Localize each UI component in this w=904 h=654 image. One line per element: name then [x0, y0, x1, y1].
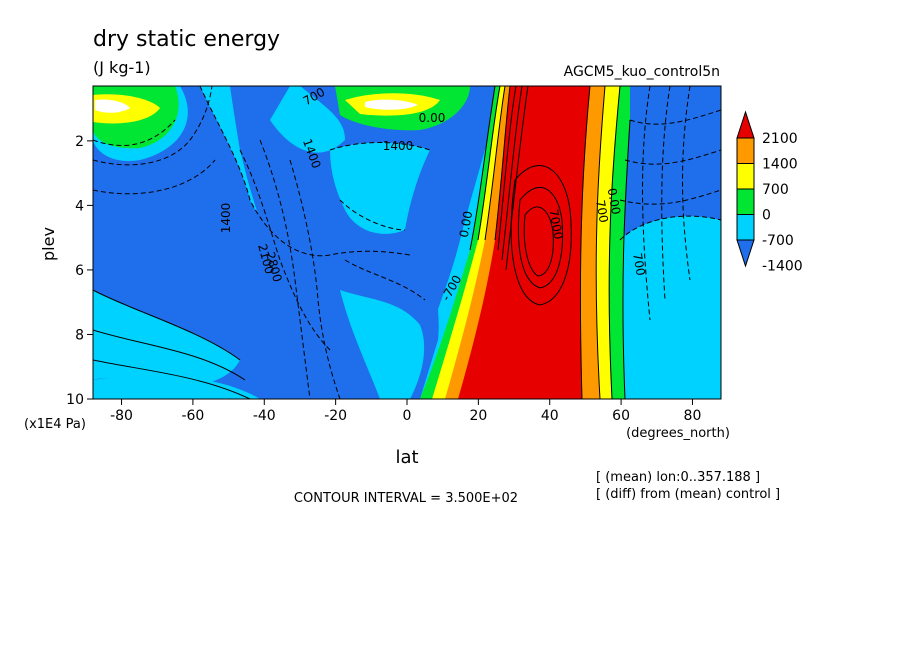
contour-line: [93, 119, 176, 146]
colorbar-segment: [736, 163, 755, 190]
contour-line: [579, 86, 591, 399]
y-axis-label: plev: [39, 227, 58, 261]
contour-fill-region: [270, 86, 345, 153]
experiment-label: AGCM5_kuo_control5n: [564, 64, 720, 80]
colorbar-arrow-bottom: [736, 239, 755, 268]
chart-title: dry static energy: [93, 27, 280, 52]
y-axis-units: (x1E4 Pa): [24, 417, 86, 432]
x-tick-label: 40: [541, 408, 559, 424]
contour-line: [642, 86, 651, 321]
y-tick-label: 2: [75, 134, 84, 150]
contour-fill-region: [535, 86, 590, 126]
colorbar-label: 2100: [762, 131, 798, 147]
x-axis-units: (degrees_north): [626, 426, 730, 441]
contour-line: [477, 86, 501, 241]
contour-line: [682, 86, 691, 281]
x-tick-label: 60: [612, 408, 630, 424]
colorbar-label: 1400: [762, 157, 798, 173]
contour-line: [289, 159, 341, 399]
contour-line: [595, 86, 606, 399]
x-tick-label: -80: [110, 408, 133, 424]
chart-units: (J kg-1): [93, 58, 151, 77]
contour-label: 0.00: [457, 210, 475, 239]
contour-line: [510, 165, 572, 306]
y-axis: 2 4 6 8 10: [66, 134, 93, 408]
contour-line: [622, 119, 631, 399]
contour-fill-region: [330, 142, 430, 234]
x-axis: -80 -60 -40 -20 0 20 40 60 80: [110, 399, 701, 424]
y-tick-label: 4: [75, 198, 84, 214]
contour-fill-region: [365, 99, 418, 110]
x-tick-label: 80: [684, 408, 702, 424]
contour-lines: [93, 86, 721, 399]
note-mean-lon: [ (mean) lon:0..357.188 ]: [596, 470, 760, 485]
colorbar-segment: [736, 214, 755, 241]
contour-line: [93, 86, 213, 166]
contour-label: 0.00: [419, 111, 446, 125]
contour-label: 1400: [383, 139, 414, 153]
contour-line: [93, 289, 241, 361]
contour-line: [259, 139, 311, 399]
contour-line: [624, 149, 721, 165]
colorbar: 2100 1400 700 0 -700 -1400: [736, 110, 803, 275]
contour-line: [619, 189, 721, 205]
contour-line: [239, 149, 331, 351]
y-tick-label: 6: [75, 263, 84, 279]
y-tick-label: 10: [66, 392, 84, 408]
contour-fill-region: [95, 99, 130, 113]
contour-label: 700: [593, 199, 611, 224]
x-axis-label: lat: [395, 447, 418, 468]
colorbar-arrow-top: [736, 110, 755, 139]
contour-line: [619, 215, 721, 241]
contour-line: [93, 359, 251, 399]
contour-fill-region: [618, 216, 721, 399]
contour-line: [329, 142, 431, 151]
contour-fill-region: [93, 220, 131, 283]
x-tick-label: -60: [181, 408, 204, 424]
colorbar-label: 700: [762, 182, 789, 198]
contour-interval: CONTOUR INTERVAL = 3.500E+02: [294, 491, 518, 506]
colorbar-segment: [736, 188, 755, 215]
contour-label: 1400: [219, 203, 233, 234]
contour-line: [484, 86, 506, 241]
x-tick-label: 0: [403, 408, 412, 424]
contour-line: [608, 86, 621, 399]
contour-line: [497, 86, 517, 251]
contour-fill-region: [93, 290, 240, 387]
contour-line: [505, 86, 529, 271]
plot-field: [93, 86, 721, 399]
contour-fills: [93, 86, 721, 399]
contour-label: 7000: [546, 208, 565, 241]
colorbar-label: -700: [762, 233, 794, 249]
contour-line: [494, 86, 511, 241]
colorbar-segment: [736, 137, 755, 164]
contour-line: [523, 206, 554, 277]
contour-line: [661, 86, 671, 301]
contour-fill-region: [340, 290, 425, 399]
contour-line: [93, 329, 246, 381]
contour-label: 700: [630, 252, 648, 277]
note-diff: [ (diff) from (mean) control ]: [596, 487, 780, 502]
contour-line: [469, 86, 496, 251]
contour-line: [517, 187, 564, 289]
y-tick-label: 8: [75, 327, 84, 343]
contour-line: [199, 86, 411, 257]
x-tick-label: -20: [324, 408, 347, 424]
x-tick-label: -40: [253, 408, 276, 424]
colorbar-label: 0: [762, 208, 771, 224]
contour-label: 0.00: [605, 187, 623, 216]
contour-line: [339, 199, 406, 231]
x-tick-label: 20: [469, 408, 487, 424]
contour-line: [629, 109, 721, 125]
colorbar-label: -1400: [762, 259, 803, 275]
contour-line: [501, 86, 523, 261]
contour-line: [344, 259, 426, 301]
